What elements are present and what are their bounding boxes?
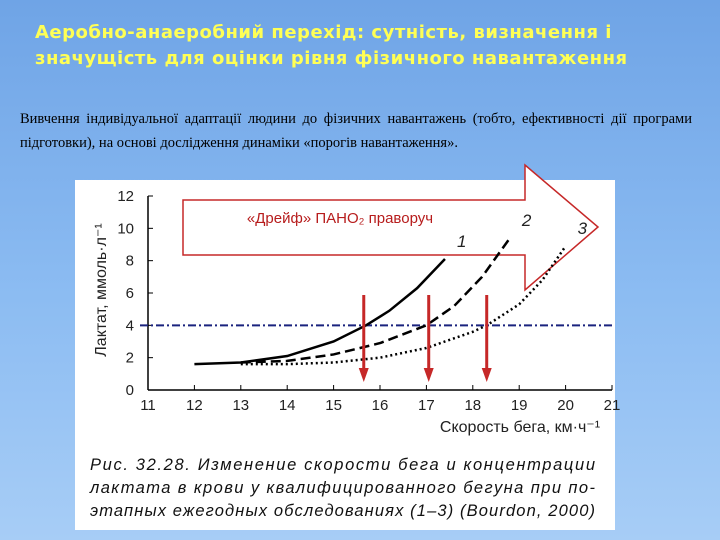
x-tick-label: 13 bbox=[232, 397, 249, 414]
series-label: 2 bbox=[521, 211, 532, 230]
x-tick-label: 15 bbox=[325, 397, 342, 414]
x-tick-label: 12 bbox=[186, 397, 203, 414]
y-tick-label: 0 bbox=[126, 382, 134, 399]
x-tick-label: 18 bbox=[464, 397, 481, 414]
caption-line: лактата в крови у квалифицированного бег… bbox=[89, 479, 596, 497]
x-axis-label: Скорость бега, км·ч⁻¹ bbox=[440, 419, 600, 436]
series-label: 3 bbox=[578, 219, 588, 238]
x-tick-label: 19 bbox=[511, 397, 528, 414]
annotation: «Дрейф» ПАНО₂ праворуч bbox=[247, 210, 433, 227]
x-tick-label: 21 bbox=[604, 397, 621, 414]
drift-arrow bbox=[182, 163, 600, 292]
x-tick-label: 17 bbox=[418, 397, 435, 414]
y-tick-label: 6 bbox=[126, 285, 134, 302]
series-label: 1 bbox=[457, 232, 466, 251]
x-tick-label: 11 bbox=[140, 397, 156, 414]
x-tick-label: 20 bbox=[557, 397, 574, 414]
caption-line: Рис. 32.28. Изменение скорости бега и ко… bbox=[90, 456, 595, 474]
slide-body: Вивчення індивідуальної адаптації людини… bbox=[20, 111, 692, 151]
y-tick-label: 12 bbox=[117, 188, 134, 205]
y-tick-label: 4 bbox=[126, 317, 134, 334]
y-tick-label: 10 bbox=[117, 220, 134, 237]
threshold-arrow-head bbox=[481, 368, 492, 382]
slide-title: Аеробно-анаеробний перехід: сутність, ви… bbox=[35, 22, 628, 69]
x-tick-label: 14 bbox=[279, 397, 296, 414]
line-series bbox=[240, 245, 567, 366]
y-axis-label: Лактат, ммоль·л⁻¹ bbox=[93, 223, 110, 356]
x-tick-label: 16 bbox=[372, 397, 389, 414]
caption-line: этапных ежегодных обследованиях (1–3) (B… bbox=[90, 502, 595, 520]
y-tick-label: 8 bbox=[126, 253, 134, 270]
threshold-arrow-head bbox=[358, 368, 369, 382]
threshold-arrow-head bbox=[423, 368, 434, 382]
y-tick-label: 2 bbox=[126, 350, 134, 367]
line-series bbox=[240, 237, 511, 364]
